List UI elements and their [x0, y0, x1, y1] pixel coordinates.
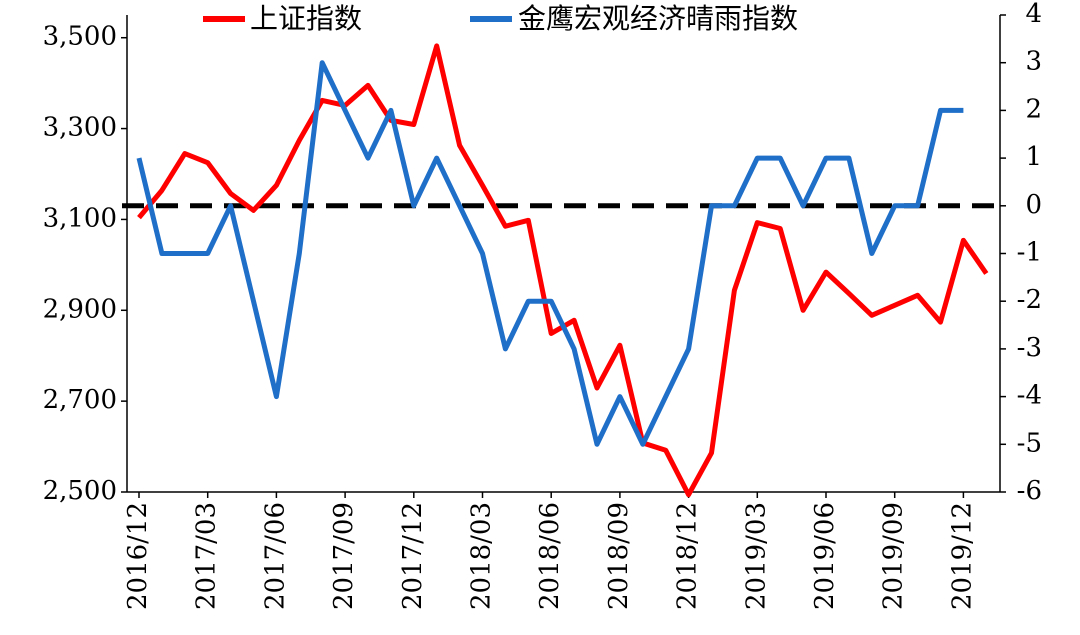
x-tick-label: 2017/09: [329, 502, 359, 610]
y-tick-label: 2,500: [43, 476, 117, 506]
x-tick-label: 2018/12: [673, 502, 703, 610]
x-tick-label: 2017/03: [192, 502, 222, 610]
y-tick-label: 2,700: [43, 385, 117, 415]
x-tick-label: 2019/12: [947, 502, 977, 610]
y2-tick-label: -1: [1017, 238, 1042, 268]
y-tick-label: 3,100: [43, 203, 117, 233]
y2-tick-label: -4: [1017, 381, 1042, 411]
x-tick-label: 2017/06: [260, 502, 290, 610]
y2-tick-label: 1: [1025, 142, 1042, 172]
x-tick-label: 2018/03: [467, 502, 497, 610]
series-line: [137, 43, 989, 498]
y-tick-label: 3,300: [43, 113, 117, 143]
y2-tick-label: 0: [1025, 190, 1042, 220]
y-tick-label: 2,900: [43, 294, 117, 324]
y2-tick-label: 2: [1025, 94, 1042, 124]
legend-text: 上证指数: [250, 2, 362, 35]
x-tick-label: 2017/12: [398, 502, 428, 610]
y2-tick-label: 3: [1025, 47, 1042, 77]
x-tick-label: 2019/06: [810, 502, 840, 610]
x-tick-label: 2019/09: [879, 502, 909, 610]
y-tick-label: 3,500: [43, 22, 117, 52]
series-line: [136, 60, 964, 447]
x-tick-label: 2019/03: [741, 502, 771, 610]
y2-tick-label: 4: [1025, 0, 1042, 29]
x-tick-label: 2018/09: [604, 502, 634, 610]
legend-text: 金鹰宏观经济晴雨指数: [518, 2, 798, 35]
y2-tick-label: -6: [1017, 476, 1042, 506]
y2-tick-label: -2: [1017, 285, 1042, 315]
y2-tick-label: -5: [1017, 428, 1042, 458]
x-tick-label: 2018/06: [535, 502, 565, 610]
y2-tick-label: -3: [1017, 333, 1042, 363]
x-tick-label: 2016/12: [123, 502, 153, 610]
